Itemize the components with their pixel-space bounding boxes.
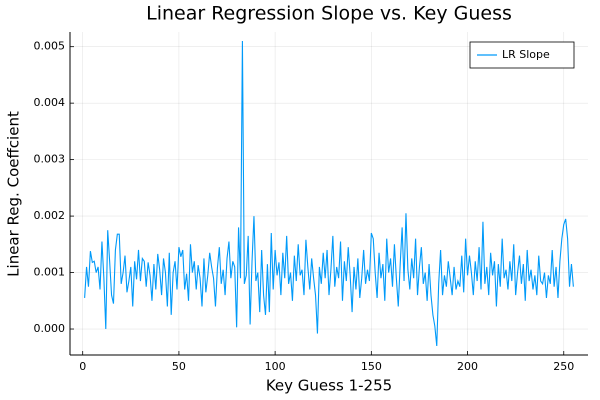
y-tick-label: 0.003 [34,153,66,166]
x-tick-label: 0 [79,360,86,373]
x-tick-label: 50 [172,360,186,373]
legend-label: LR Slope [502,48,550,61]
x-axis-label: Key Guess 1-255 [266,377,392,395]
y-tick-label: 0.000 [34,322,66,335]
x-tick-label: 200 [457,360,478,373]
data-line [84,41,574,347]
y-tick-label: 0.004 [34,96,66,109]
y-axis-label: Linear Reg. Coeffcient [5,111,23,277]
x-tick-label: 100 [265,360,286,373]
x-tick-label: 150 [361,360,382,373]
chart-title: Linear Regression Slope vs. Key Guess [146,3,512,25]
y-tick-label: 0.005 [34,40,66,53]
y-tick-label: 0.001 [34,266,66,279]
y-tick-label: 0.002 [34,209,66,222]
x-tick-label: 250 [553,360,574,373]
